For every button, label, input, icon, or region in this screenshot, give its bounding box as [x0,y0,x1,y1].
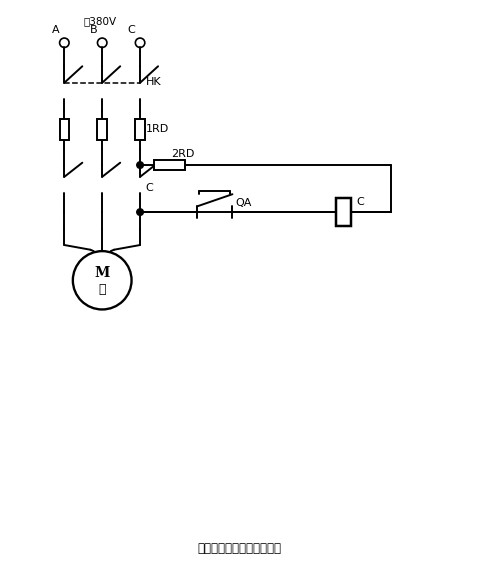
Text: 1RD: 1RD [146,124,169,134]
Bar [336,198,351,226]
Text: M: M [94,266,110,280]
Text: ～: ～ [99,283,106,296]
Text: QA: QA [235,198,251,209]
Text: C: C [128,25,136,35]
Text: ～380V: ～380V [83,16,116,26]
Text: 用按钮点动控制电动机起停: 用按钮点动控制电动机起停 [197,542,282,555]
Text: HK: HK [146,77,161,87]
Text: C: C [146,183,153,193]
Text: A: A [52,25,59,35]
Circle shape [137,209,143,215]
Bar [154,160,185,170]
Bar [136,120,145,140]
Text: C: C [356,197,364,207]
Bar [97,120,107,140]
Text: B: B [90,25,98,35]
Text: 2RD: 2RD [171,149,194,159]
Bar [59,120,69,140]
Circle shape [137,162,143,168]
